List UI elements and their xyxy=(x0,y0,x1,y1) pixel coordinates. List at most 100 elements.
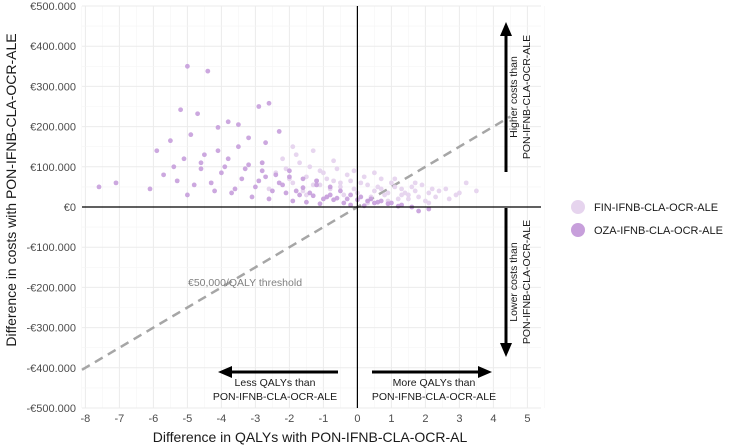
x-tick-label: -2 xyxy=(285,413,295,425)
data-point-oza xyxy=(259,168,265,174)
data-point-oza xyxy=(338,188,343,194)
x-tick-label: 1 xyxy=(388,413,394,425)
data-point-oza xyxy=(287,168,292,174)
data-point-oza xyxy=(222,164,228,170)
data-point-oza xyxy=(266,196,272,202)
y-tick-label: €400.000 xyxy=(30,41,76,53)
x-tick-label: -5 xyxy=(183,413,193,425)
data-point-oza xyxy=(246,135,252,141)
data-point-fin xyxy=(433,194,438,200)
tick-labels: -8 -7 -6 -5 -4 -3 -2 -1 0 1 2 3 4 5 €500.000 €400.000 €3… xyxy=(26,1,530,425)
data-point-oza xyxy=(314,182,319,188)
x-axis-title: Difference in QALYs with PON-IFNB-CLA-OC… xyxy=(153,429,468,445)
data-point-fin xyxy=(389,180,394,186)
x-tick-label: -1 xyxy=(319,413,329,425)
data-point-fin xyxy=(392,176,398,182)
data-point-oza xyxy=(263,174,268,180)
y-tick-label: €100.000 xyxy=(30,162,76,174)
data-point-oza xyxy=(344,196,350,202)
threshold-line xyxy=(81,115,512,371)
data-point-fin xyxy=(429,186,435,192)
y-tick-label: -€300.000 xyxy=(26,323,76,335)
data-point-oza xyxy=(229,190,235,196)
data-point-oza xyxy=(266,100,272,106)
data-point-oza xyxy=(219,170,224,176)
data-point-fin xyxy=(331,178,336,184)
y-tick-label: €500.000 xyxy=(30,1,76,13)
higher-costs-line2: PON-IFNB-CLA-OCR-ALE xyxy=(521,35,533,159)
x-tick-label: 4 xyxy=(490,413,496,425)
data-point-fin xyxy=(457,190,462,196)
data-point-oza xyxy=(395,203,401,209)
data-point-oza xyxy=(185,63,190,69)
data-point-oza xyxy=(327,184,333,190)
x-tick-label: -3 xyxy=(251,413,261,425)
data-point-oza xyxy=(314,178,319,184)
data-point-oza xyxy=(256,178,262,184)
data-point-oza xyxy=(198,166,204,172)
data-point-oza xyxy=(416,208,421,214)
data-point-oza xyxy=(270,188,275,194)
data-point-fin xyxy=(372,188,377,194)
data-point-oza xyxy=(327,192,333,198)
y-tick-label: -€100.000 xyxy=(26,242,76,254)
data-point-oza xyxy=(174,178,180,184)
data-point-oza xyxy=(263,140,268,146)
data-point-oza xyxy=(215,125,221,130)
data-point-oza xyxy=(147,186,153,192)
x-tick-label: 3 xyxy=(456,413,462,425)
data-point-oza xyxy=(232,186,238,192)
data-point-fin xyxy=(395,196,401,202)
more-qalys-arrow-head xyxy=(478,366,492,378)
data-point-fin xyxy=(331,158,336,164)
data-point-oza xyxy=(212,188,218,194)
x-tick-label: 2 xyxy=(422,413,428,425)
data-point-oza xyxy=(300,185,306,191)
data-point-oza xyxy=(348,202,353,208)
data-point-fin xyxy=(361,174,367,180)
data-point-oza xyxy=(276,129,282,134)
data-point-fin xyxy=(351,168,357,174)
data-point-oza xyxy=(310,193,316,199)
y-tick-label: -€500.000 xyxy=(26,403,76,415)
data-point-fin xyxy=(324,176,330,182)
data-point-fin xyxy=(344,172,350,178)
data-point-fin xyxy=(463,180,469,186)
lower-costs-line2: PON-IFNB-CLA-OCR-ALE xyxy=(521,220,533,344)
data-point-oza xyxy=(273,172,279,178)
data-point-oza xyxy=(317,201,323,207)
data-point-fin xyxy=(378,186,384,192)
legend-swatch-fin xyxy=(571,200,585,214)
less-qalys-line1: Less QALYs than xyxy=(235,377,316,389)
data-point-oza xyxy=(297,192,302,198)
data-point-oza xyxy=(185,192,190,198)
data-point-fin xyxy=(474,188,479,194)
data-point-fin xyxy=(412,188,418,194)
y-tick-label: -€400.000 xyxy=(26,363,76,375)
data-point-fin xyxy=(382,192,387,198)
data-point-fin xyxy=(436,188,442,194)
data-point-fin xyxy=(399,192,404,198)
data-point-oza xyxy=(293,188,299,194)
data-point-oza xyxy=(246,162,252,168)
x-tick-label: -8 xyxy=(81,413,91,425)
data-point-oza xyxy=(113,180,119,186)
data-point-fin xyxy=(372,170,377,176)
y-tick-label: -€200.000 xyxy=(26,282,76,294)
data-point-fin xyxy=(392,184,398,190)
data-point-oza xyxy=(236,122,241,127)
data-point-oza xyxy=(341,200,347,206)
data-point-fin xyxy=(443,186,449,192)
data-point-fin xyxy=(412,180,418,186)
x-tick-label: 5 xyxy=(524,413,530,425)
data-point-fin xyxy=(307,164,313,170)
data-point-fin xyxy=(416,194,421,200)
data-point-oza xyxy=(249,194,255,200)
threshold-line-group xyxy=(81,115,512,371)
data-point-fin xyxy=(310,148,316,154)
data-point-fin xyxy=(321,170,326,176)
data-point-fin xyxy=(341,192,347,198)
data-point-oza xyxy=(225,156,231,162)
